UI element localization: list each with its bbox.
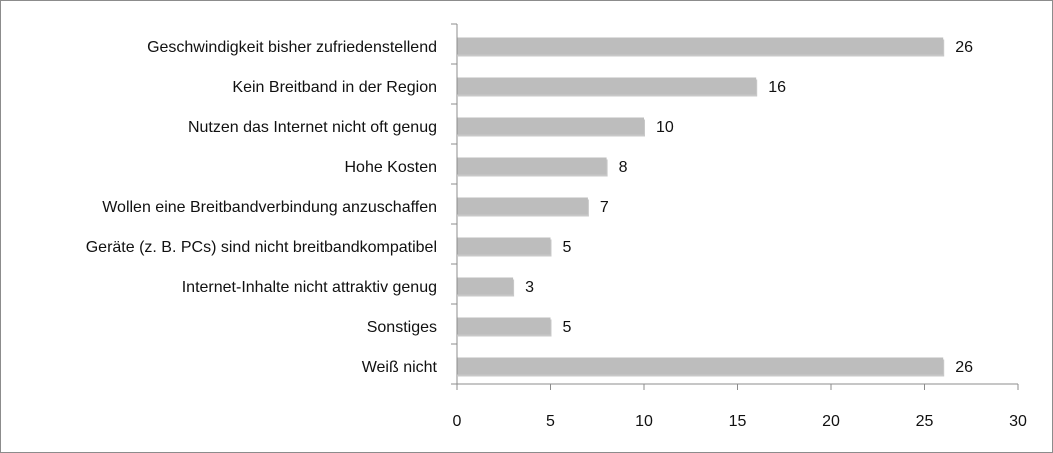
bar xyxy=(457,37,944,55)
x-tick-label: 20 xyxy=(822,413,840,430)
data-label: 5 xyxy=(563,239,572,256)
category-label: Geschwindigkeit bisher zufriedenstellend xyxy=(147,39,437,56)
data-label: 26 xyxy=(955,39,973,56)
bar xyxy=(457,77,757,95)
category-label: Hohe Kosten xyxy=(344,159,437,176)
data-label: 5 xyxy=(563,319,572,336)
bar xyxy=(457,237,551,255)
bar xyxy=(457,277,514,295)
category-label: Weiß nicht xyxy=(362,359,438,376)
data-label: 8 xyxy=(619,159,628,176)
category-labels-group: Geschwindigkeit bisher zufriedenstellend… xyxy=(86,39,438,376)
category-label: Kein Breitband in der Region xyxy=(232,79,437,96)
bar xyxy=(457,197,588,215)
bar xyxy=(457,117,644,135)
value-labels-group: 26 16 10 8 7 5 3 5 26 xyxy=(525,39,973,376)
data-label: 7 xyxy=(600,199,609,216)
data-label: 26 xyxy=(955,359,973,376)
bars-group xyxy=(457,37,945,377)
x-tick-label: 5 xyxy=(546,413,555,430)
category-label: Sonstiges xyxy=(367,319,437,336)
data-label: 10 xyxy=(656,119,674,136)
category-label: Wollen eine Breitbandverbindung anzuscha… xyxy=(102,199,437,216)
ticks-group: 0 5 10 15 20 25 30 xyxy=(453,384,1027,430)
bar xyxy=(457,317,551,335)
category-label: Geräte (z. B. PCs) sind nicht breitbandk… xyxy=(86,239,437,256)
category-label: Internet-Inhalte nicht attraktiv genug xyxy=(182,279,437,296)
data-label: 16 xyxy=(768,79,786,96)
x-tick-label: 10 xyxy=(635,413,653,430)
x-tick-label: 25 xyxy=(916,413,934,430)
category-label: Nutzen das Internet nicht oft genug xyxy=(188,119,437,136)
x-tick-label: 0 xyxy=(453,413,462,430)
bar xyxy=(457,157,607,175)
bar xyxy=(457,357,944,375)
x-tick-label: 15 xyxy=(729,413,747,430)
data-label: 3 xyxy=(525,279,534,296)
x-tick-label: 30 xyxy=(1009,413,1027,430)
